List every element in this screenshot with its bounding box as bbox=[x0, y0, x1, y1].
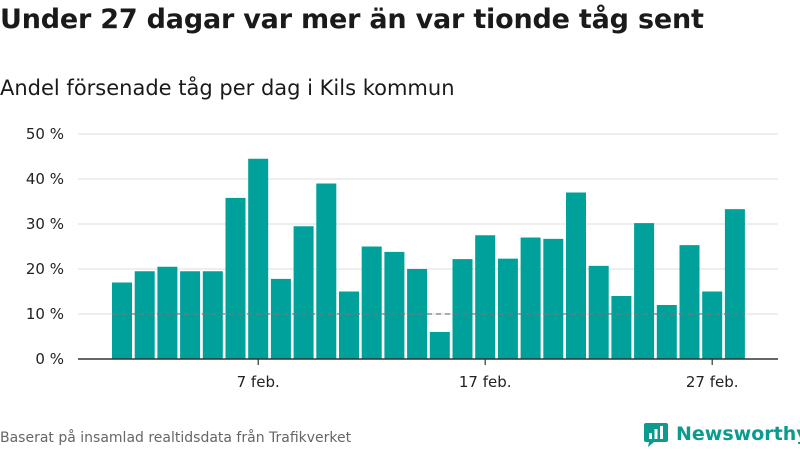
bar bbox=[270, 278, 291, 359]
y-axis-ticks: 0 % 10 % 20 % 30 % 40 % 50 % bbox=[26, 125, 64, 368]
bar bbox=[566, 192, 586, 359]
x-tick-label: 27 feb. bbox=[686, 373, 739, 391]
bar bbox=[429, 332, 450, 359]
bar bbox=[634, 223, 655, 359]
bar bbox=[157, 266, 178, 359]
bar bbox=[543, 238, 564, 359]
bar bbox=[611, 296, 632, 359]
bar bbox=[225, 197, 246, 359]
y-tick-label: 40 % bbox=[26, 170, 64, 188]
chart-subtitle: Andel försenade tåg per dag i Kils kommu… bbox=[0, 76, 455, 100]
bar bbox=[475, 235, 496, 359]
bar bbox=[679, 245, 700, 359]
bar bbox=[407, 269, 428, 359]
bar bbox=[724, 209, 745, 359]
x-tick-label: 17 feb. bbox=[459, 373, 512, 391]
bar bbox=[293, 226, 314, 359]
y-tick-label: 10 % bbox=[26, 305, 64, 323]
bar bbox=[248, 158, 269, 359]
bar bbox=[497, 258, 518, 359]
bar bbox=[339, 291, 359, 359]
bar bbox=[702, 291, 723, 359]
bars bbox=[112, 158, 745, 359]
y-tick-label: 0 % bbox=[35, 350, 64, 368]
bar-chart: 0 % 10 % 20 % 30 % 40 % 50 % 7 feb. 17 feb. 27 … bbox=[26, 125, 778, 391]
y-tick-label: 20 % bbox=[26, 260, 64, 278]
bar bbox=[134, 271, 155, 359]
brand-name: Newsworthy bbox=[676, 423, 800, 445]
bar bbox=[384, 251, 405, 359]
x-tick-label: 7 feb. bbox=[237, 373, 280, 391]
bar bbox=[112, 282, 132, 359]
y-tick-label: 30 % bbox=[26, 215, 64, 233]
bar bbox=[520, 237, 541, 359]
brand-logo-block: Newsworthy bbox=[644, 420, 800, 448]
bar bbox=[656, 305, 677, 359]
bar bbox=[180, 271, 201, 359]
y-tick-label: 50 % bbox=[26, 125, 64, 143]
bar bbox=[202, 271, 223, 359]
source-note: Baserat på insamlad realtidsdata från Tr… bbox=[0, 430, 352, 446]
chart-title: Under 27 dagar var mer än var tionde tåg… bbox=[0, 4, 704, 35]
bar bbox=[452, 259, 473, 359]
bar bbox=[361, 246, 382, 359]
bar bbox=[316, 183, 337, 359]
x-axis-ticks: 7 feb. 17 feb. 27 feb. bbox=[237, 359, 739, 391]
newsworthy-logo-icon bbox=[644, 423, 668, 447]
bar bbox=[588, 265, 609, 359]
